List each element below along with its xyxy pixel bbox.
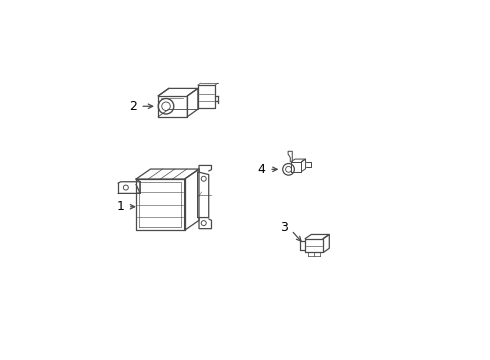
Text: 4: 4 [258,163,266,176]
Text: 1: 1 [117,200,124,213]
Text: 3: 3 [280,221,288,234]
Text: 2: 2 [129,100,137,113]
